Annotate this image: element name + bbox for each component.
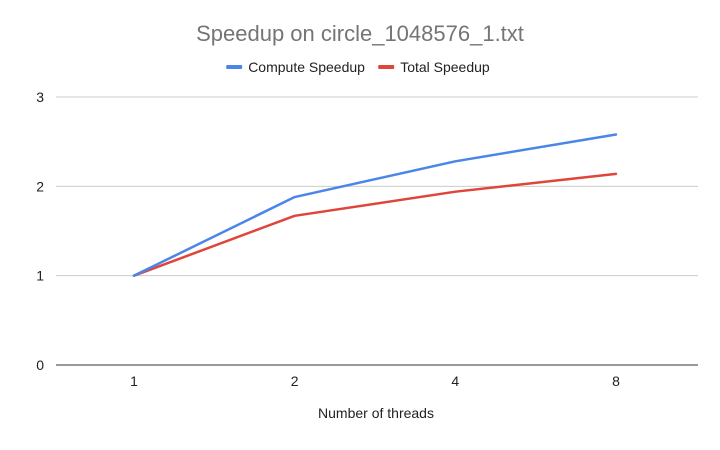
y-axis-ticks: 0 1 2 3 — [36, 89, 44, 373]
legend-swatch-1 — [378, 65, 395, 69]
legend: Compute Speedup Total Speedup — [226, 59, 490, 75]
chart-title: Speedup on circle_1048576_1.txt — [196, 21, 524, 46]
legend-swatch-0 — [226, 65, 243, 69]
series-lines — [132, 133, 618, 277]
series-line-1 — [132, 172, 618, 277]
legend-item-1: Total Speedup — [378, 59, 490, 75]
x-axis-ticks: 1 2 4 8 — [130, 373, 620, 389]
x-tick-label-1: 1 — [130, 373, 138, 389]
x-tick-label-2: 2 — [291, 373, 299, 389]
x-axis-label: Number of threads — [318, 405, 434, 421]
y-tick-label-3: 3 — [36, 89, 44, 105]
x-tick-label-4: 4 — [451, 373, 459, 389]
legend-item-0: Compute Speedup — [226, 59, 365, 75]
gridlines — [56, 96, 698, 366]
legend-label-1: Total Speedup — [400, 59, 490, 75]
y-tick-label-2: 2 — [36, 178, 44, 194]
legend-label-0: Compute Speedup — [248, 59, 365, 75]
y-tick-label-0: 0 — [36, 357, 44, 373]
x-tick-label-8: 8 — [612, 373, 620, 389]
series-line-0 — [132, 133, 618, 277]
y-tick-label-1: 1 — [36, 268, 44, 284]
